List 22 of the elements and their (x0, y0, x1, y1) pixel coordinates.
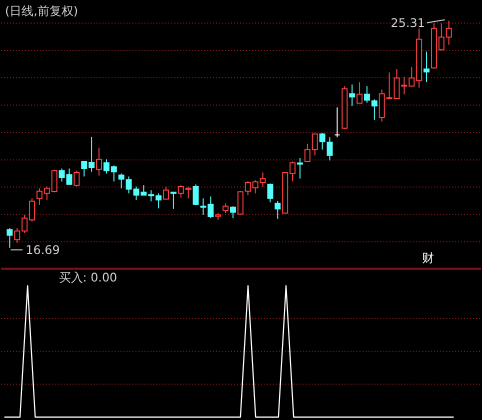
candlestick (349, 84, 356, 106)
candlestick (334, 106, 340, 138)
text: 财 (422, 250, 434, 265)
annotation: 25.31 (390, 16, 425, 30)
candlestick (192, 184, 199, 206)
chart-title: 买入: 0.00 (58, 270, 118, 285)
candlestick (163, 186, 169, 200)
candlestick (356, 82, 363, 104)
chart-title: (日线,前复权) (4, 4, 78, 18)
annotation: 16.69 (26, 242, 60, 257)
candlestick (230, 206, 236, 219)
candlestick (170, 192, 176, 210)
candlestick (297, 158, 303, 180)
candlestick (267, 183, 274, 203)
candlestick (424, 51, 430, 83)
candlestick (274, 200, 281, 220)
candlestick (6, 228, 13, 248)
candlestick (222, 202, 229, 214)
candlestick (364, 86, 370, 104)
candlestick (96, 147, 102, 176)
candlestick (371, 98, 378, 120)
candlestick (74, 170, 80, 187)
